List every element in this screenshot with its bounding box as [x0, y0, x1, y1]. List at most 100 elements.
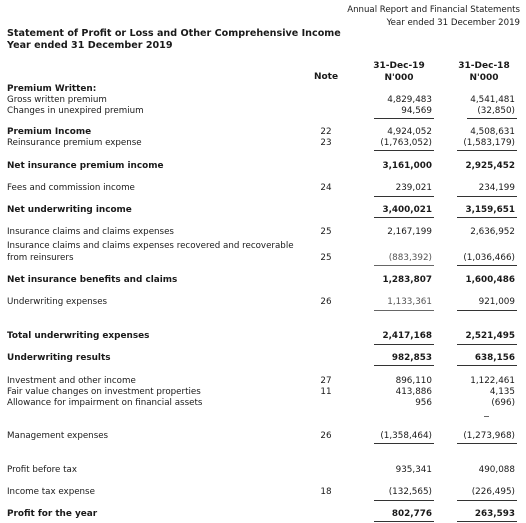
- fair-value-2018: 4,135: [489, 387, 515, 397]
- income-tax-label: Income tax expense: [7, 487, 95, 497]
- gross-written-2019: 4,829,483: [387, 95, 432, 105]
- underline: [374, 118, 434, 119]
- fees-commission-label: Fees and commission income: [7, 183, 135, 193]
- income-tax-2018: (226,495): [471, 487, 515, 497]
- investment-income-note: 27: [320, 376, 332, 386]
- changes-unexpired-2019: 94,569: [401, 106, 432, 116]
- net-premium-2018: 2,925,452: [465, 161, 515, 171]
- underwriting-results-label: Underwriting results: [7, 353, 111, 363]
- impairment-label: Allowance for impairment on financial as…: [7, 398, 203, 408]
- underwriting-expenses-label: Underwriting expenses: [7, 297, 108, 307]
- reinsurance-expense-2019: (1,763,052): [380, 138, 432, 148]
- underline: [374, 196, 434, 197]
- claims-recovered-2018: (1,036,466): [463, 253, 515, 263]
- profit-before-tax-2018: 490,088: [478, 465, 515, 475]
- profit-for-year-label: Profit for the year: [7, 509, 98, 519]
- income-tax-2019: (132,565): [388, 487, 432, 497]
- net-premium-label: Net insurance premium income: [7, 161, 164, 171]
- net-underwriting-label: Net underwriting income: [7, 205, 132, 215]
- underline: [457, 310, 517, 311]
- statement-period: Year ended 31 December 2019: [7, 40, 173, 51]
- col-2018-unit: N'000: [469, 73, 499, 83]
- total-underwriting-2018: 2,521,495: [465, 331, 515, 341]
- underline: [374, 217, 434, 218]
- total-underwriting-label: Total underwriting expenses: [7, 331, 150, 341]
- reinsurance-expense-note: 23: [320, 138, 332, 148]
- col-2019-date: 31-Dec-19: [373, 61, 425, 71]
- management-expenses-2018: (1,273,968): [463, 431, 515, 441]
- total-underwriting-2019: 2,417,168: [382, 331, 432, 341]
- fees-commission-note: 24: [320, 183, 332, 193]
- reinsurance-expense-label: Reinsurance premium expense: [7, 138, 142, 148]
- dash-mark: [484, 416, 489, 417]
- underline: [467, 118, 517, 119]
- underline: [374, 500, 434, 501]
- underwriting-expenses-2019: 1,133,361: [387, 297, 432, 307]
- gross-written-2018: 4,541,481: [470, 95, 515, 105]
- underline: [374, 443, 434, 444]
- gross-written-label: Gross written premium: [7, 95, 107, 105]
- profit-for-year-2018: 263,593: [474, 509, 515, 519]
- underwriting-results-2019: 982,853: [391, 353, 432, 363]
- fair-value-note: 11: [320, 387, 332, 397]
- note-column-header: Note: [313, 72, 339, 82]
- underline: [457, 150, 517, 151]
- fees-commission-2019: 239,021: [395, 183, 432, 193]
- claims-expenses-note: 25: [320, 227, 332, 237]
- claims-recovered-label-2: from reinsurers: [7, 253, 74, 263]
- underwriting-expenses-2018: 921,009: [478, 297, 515, 307]
- investment-income-2018: 1,122,461: [470, 376, 515, 386]
- premium-income-note: 22: [320, 127, 332, 137]
- net-benefits-2019: 1,283,807: [382, 275, 432, 285]
- management-expenses-note: 26: [320, 431, 332, 441]
- premium-income-2019: 4,924,052: [387, 127, 432, 137]
- net-benefits-2018: 1,600,486: [465, 275, 515, 285]
- premium-income-label: Premium Income: [7, 127, 92, 137]
- claims-expenses-2018: 2,636,952: [470, 227, 515, 237]
- impairment-2018: (696): [491, 398, 515, 408]
- net-benefits-label: Net insurance benefits and claims: [7, 275, 178, 285]
- underline: [457, 196, 517, 197]
- claims-expenses-label: Insurance claims and claims expenses: [7, 227, 174, 237]
- premium-income-2018: 4,508,631: [470, 127, 515, 137]
- fair-value-label: Fair value changes on investment propert…: [7, 387, 201, 397]
- underwriting-expenses-note: 26: [320, 297, 332, 307]
- underline: [457, 344, 517, 345]
- net-underwriting-2018: 3,159,651: [465, 205, 515, 215]
- claims-recovered-note: 25: [320, 253, 332, 263]
- impairment-2019: 956: [415, 398, 432, 408]
- changes-unexpired-label: Changes in unexpired premium: [7, 106, 144, 116]
- net-premium-2019: 3,161,000: [382, 161, 432, 171]
- income-tax-note: 18: [320, 487, 332, 497]
- reinsurance-expense-2018: (1,583,179): [463, 138, 515, 148]
- management-expenses-2019: (1,358,464): [380, 431, 432, 441]
- changes-unexpired-2018: (32,850): [477, 106, 515, 116]
- investment-income-label: Investment and other income: [7, 376, 136, 386]
- col-2019-unit: N'000: [384, 73, 414, 83]
- underline: [374, 310, 434, 311]
- underline: [457, 365, 517, 366]
- statement-title: Statement of Profit or Loss and Other Co…: [7, 28, 341, 39]
- underline: [457, 521, 517, 522]
- profit-before-tax-2019: 935,341: [395, 465, 432, 475]
- report-header-title: Annual Report and Financial Statements: [347, 5, 520, 15]
- underline: [457, 443, 517, 444]
- underline: [374, 265, 434, 266]
- underline: [374, 521, 434, 522]
- underwriting-results-2018: 638,156: [474, 353, 515, 363]
- claims-expenses-2019: 2,167,199: [387, 227, 432, 237]
- report-header-period: Year ended 31 December 2019: [386, 18, 520, 28]
- net-underwriting-2019: 3,400,021: [382, 205, 432, 215]
- underline: [457, 265, 517, 266]
- underline: [457, 217, 517, 218]
- profit-for-year-2019: 802,776: [391, 509, 432, 519]
- premium-written-heading: Premium Written:: [7, 84, 97, 94]
- investment-income-2019: 896,110: [395, 376, 432, 386]
- claims-recovered-label-1: Insurance claims and claims expenses rec…: [7, 241, 294, 251]
- underline: [374, 365, 434, 366]
- col-2018-date: 31-Dec-18: [458, 61, 510, 71]
- profit-before-tax-label: Profit before tax: [7, 465, 78, 475]
- management-expenses-label: Management expenses: [7, 431, 109, 441]
- fair-value-2019: 413,886: [395, 387, 432, 397]
- fees-commission-2018: 234,199: [478, 183, 515, 193]
